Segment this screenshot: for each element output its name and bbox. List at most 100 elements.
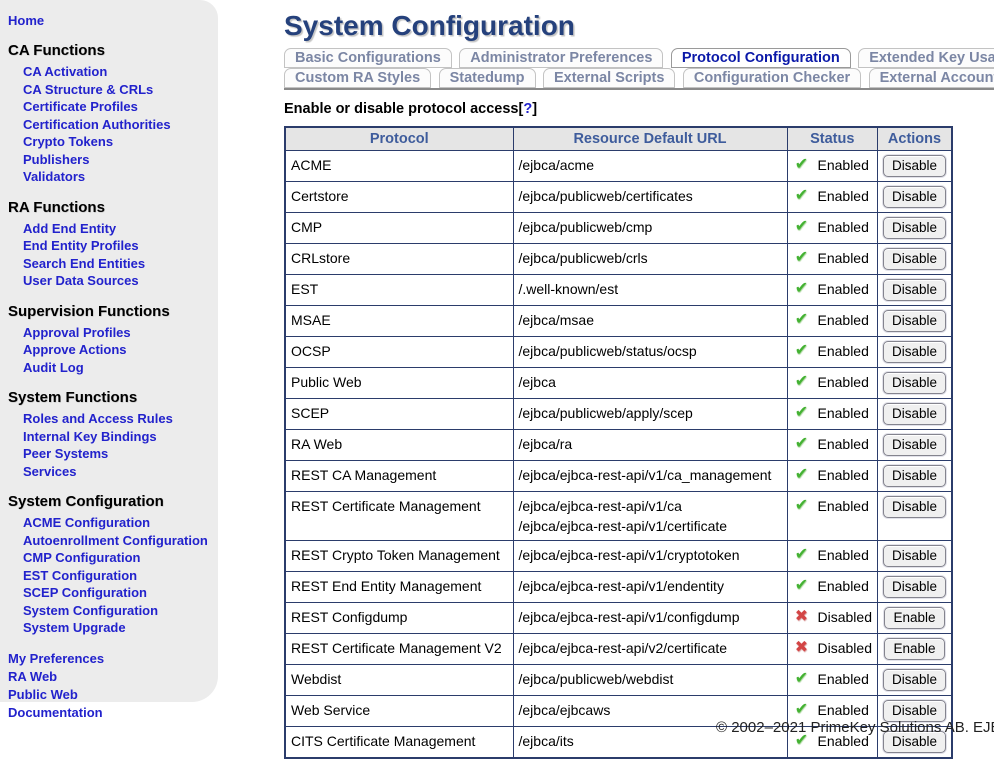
tab[interactable]: Administrator Preferences	[459, 48, 664, 68]
action-button[interactable]: Disable	[882, 465, 947, 487]
sidebar-item[interactable]: Add End Entity	[23, 220, 117, 236]
action-button[interactable]: Disable	[882, 310, 947, 332]
sidebar-item[interactable]: Roles and Access Rules	[23, 411, 173, 426]
tab[interactable]: Basic Configurations	[284, 48, 452, 68]
actions-cell: Disable	[876, 398, 953, 430]
actions-cell: Disable	[876, 571, 953, 603]
action-button[interactable]: Disable	[882, 372, 947, 394]
sidebar-item[interactable]: Validators	[23, 169, 86, 184]
table-row: REST CA Management /ejbca/ejbca-rest-api…	[284, 460, 953, 492]
sidebar-item[interactable]: Publishers	[23, 151, 90, 167]
sidebar-item[interactable]: ACME Configuration	[23, 515, 151, 530]
sidebar-item[interactable]: System Configuration	[23, 602, 159, 618]
sidebar-item[interactable]: Audit Log	[23, 359, 84, 375]
check-icon: ✔	[794, 342, 809, 359]
url-line: /ejbca	[518, 374, 556, 390]
action-button[interactable]: Disable	[882, 217, 947, 239]
sidebar-footer-link[interactable]: My Preferences	[8, 650, 105, 666]
url-cell: /ejbca/ra	[512, 429, 788, 461]
action-button[interactable]: Disable	[882, 700, 947, 722]
action-button[interactable]: Disable	[882, 545, 947, 567]
sidebar-item[interactable]: Certification Authorities	[23, 116, 171, 132]
sidebar-section: RA Functions Add End Entity End Entity P…	[8, 199, 210, 290]
sidebar-item[interactable]: SCEP Configuration	[23, 585, 147, 600]
action-button[interactable]: Enable	[884, 607, 945, 629]
tab[interactable]: Configuration Checker	[682, 68, 862, 88]
actions-cell: Enable	[876, 633, 953, 665]
check-icon: ✔	[794, 280, 809, 297]
sidebar-item[interactable]: Approval Profiles	[23, 324, 131, 340]
action-button[interactable]: Disable	[882, 341, 947, 363]
sidebar-item[interactable]: Services	[23, 463, 77, 479]
help-link[interactable]: ?	[523, 101, 533, 117]
action-button[interactable]: Disable	[882, 576, 947, 598]
sidebar-section-items: Roles and Access Rules Internal Key Bind…	[8, 410, 210, 480]
status-cell: ✔ Enabled	[786, 664, 878, 696]
check-icon: ✔	[794, 187, 809, 204]
protocol-cell: OCSP	[284, 336, 514, 368]
action-button[interactable]: Disable	[882, 248, 947, 270]
sidebar-item[interactable]: Crypto Tokens	[23, 134, 114, 149]
sidebar-footer-link[interactable]: Documentation	[8, 704, 103, 720]
action-button[interactable]: Disable	[882, 669, 947, 691]
tab[interactable]: External Scripts	[542, 68, 676, 88]
action-button[interactable]: Enable	[884, 638, 945, 660]
url-cell: /ejbca	[512, 367, 788, 399]
table-row: Public Web /ejbca ✔ Enabled Disable	[284, 367, 953, 399]
action-button[interactable]: Disable	[882, 434, 947, 456]
protocol-cell: REST Certificate Management	[284, 491, 514, 541]
sidebar-item[interactable]: End Entity Profiles	[23, 238, 139, 253]
tab[interactable]: Custom RA Styles	[284, 68, 432, 88]
sidebar-footer-links: My Preferences RA Web Public Web Documen…	[8, 650, 210, 722]
sidebar-item[interactable]: Peer Systems	[23, 446, 109, 461]
sidebar-item[interactable]: Internal Key Bindings	[23, 428, 157, 444]
url-line: /ejbca/publicweb/status/ocsp	[518, 343, 697, 359]
sidebar-item[interactable]: Autoenrollment Configuration	[23, 532, 208, 548]
table-row: Web Service /ejbca/ejbcaws ✔ Enabled Disa…	[284, 695, 953, 727]
sidebar-item[interactable]: CMP Configuration	[23, 550, 141, 565]
sidebar-item[interactable]: System Upgrade	[23, 620, 126, 635]
action-button[interactable]: Disable	[882, 496, 947, 518]
status-cell: ✔ Enabled	[786, 571, 878, 603]
url-line: /ejbca/ra	[518, 436, 573, 452]
status-cell: ✔ Enabled	[786, 181, 878, 213]
status-label: Enabled	[817, 250, 869, 266]
bracket-close: ]	[532, 101, 538, 117]
sidebar-item[interactable]: Search End Entities	[23, 255, 146, 271]
sidebar-item-home[interactable]: Home	[8, 13, 45, 28]
check-icon: ✔	[794, 577, 809, 594]
sidebar-section-items: Approval Profiles Approve Actions Audit …	[8, 324, 210, 377]
action-button[interactable]: Disable	[882, 279, 947, 301]
action-button[interactable]: Disable	[882, 403, 947, 425]
url-cell: /ejbca/its	[512, 726, 788, 759]
sidebar-item[interactable]: Approve Actions	[23, 342, 127, 357]
protocol-cell: REST CA Management	[284, 460, 514, 492]
column-header: Status	[786, 126, 878, 151]
sidebar-item[interactable]: CA Activation	[23, 64, 108, 79]
status-label: Enabled	[817, 374, 869, 390]
sidebar-section-items: CA Activation CA Structure & CRLs Certif…	[8, 63, 210, 186]
sidebar-item[interactable]: Certificate Profiles	[23, 99, 138, 114]
actions-cell: Disable	[876, 336, 953, 368]
action-button[interactable]: Disable	[882, 155, 947, 177]
table-header-row: Protocol Resource Default URL Status Act…	[284, 126, 953, 151]
status-label: Enabled	[817, 157, 869, 173]
sidebar-item[interactable]: EST Configuration	[23, 567, 138, 583]
tab[interactable]: Extended Key Usages	[858, 48, 994, 68]
tab[interactable]: Statedump	[438, 68, 536, 88]
sidebar-item[interactable]: User Data Sources	[23, 273, 139, 288]
tab[interactable]: External Account Bindings	[868, 68, 994, 88]
sidebar-item[interactable]: CA Structure & CRLs	[23, 81, 154, 97]
check-icon: ✔	[794, 732, 809, 749]
status-label: Disabled	[817, 609, 872, 625]
check-icon: ✔	[794, 249, 809, 266]
action-button[interactable]: Disable	[882, 731, 947, 753]
url-cell: /ejbca/publicweb/webdist	[512, 664, 788, 696]
sidebar-footer-link[interactable]: Public Web	[8, 686, 78, 702]
tab[interactable]: Protocol Configuration	[670, 48, 851, 68]
sidebar-footer-link[interactable]: RA Web	[8, 668, 58, 684]
status-label: Enabled	[817, 281, 869, 297]
url-cell: /ejbca/ejbca-rest-api/v1/ca/ejbca/ejbca-…	[512, 491, 788, 541]
check-icon: ✔	[794, 373, 809, 390]
action-button[interactable]: Disable	[882, 186, 947, 208]
